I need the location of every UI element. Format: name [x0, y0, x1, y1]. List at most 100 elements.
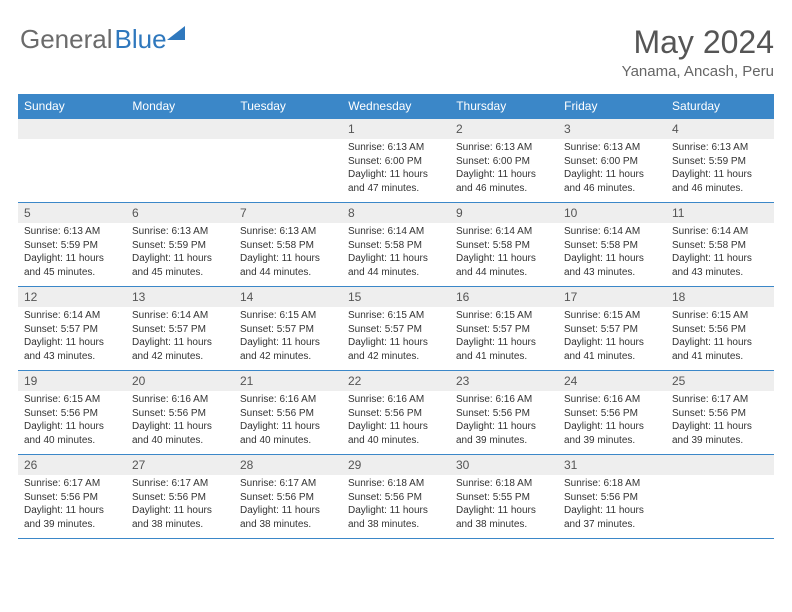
- week-row: 5Sunrise: 6:13 AMSunset: 5:59 PMDaylight…: [18, 203, 774, 287]
- sunrise-text: Sunrise: 6:15 AM: [672, 309, 768, 323]
- sunset-text: Sunset: 5:56 PM: [240, 407, 336, 421]
- sunrise-text: Sunrise: 6:16 AM: [564, 393, 660, 407]
- day-info: Sunrise: 6:14 AMSunset: 5:58 PMDaylight:…: [666, 223, 774, 283]
- sunset-text: Sunset: 5:56 PM: [240, 491, 336, 505]
- sunrise-text: Sunrise: 6:14 AM: [672, 225, 768, 239]
- daylight-text: Daylight: 11 hours and 40 minutes.: [24, 420, 120, 447]
- day-info: Sunrise: 6:13 AMSunset: 6:00 PMDaylight:…: [558, 139, 666, 199]
- daylight-text: Daylight: 11 hours and 47 minutes.: [348, 168, 444, 195]
- day-info: Sunrise: 6:14 AMSunset: 5:58 PMDaylight:…: [342, 223, 450, 283]
- daylight-text: Daylight: 11 hours and 41 minutes.: [672, 336, 768, 363]
- day-info: Sunrise: 6:14 AMSunset: 5:58 PMDaylight:…: [558, 223, 666, 283]
- day-info: Sunrise: 6:13 AMSunset: 5:58 PMDaylight:…: [234, 223, 342, 283]
- sunset-text: Sunset: 5:56 PM: [672, 407, 768, 421]
- logo: GeneralBlue: [18, 24, 189, 55]
- day-cell: 4 Sunrise: 6:13 AMSunset: 5:59 PMDaylight…: [666, 119, 774, 203]
- day-cell: 20Sunrise: 6:16 AMSunset: 5:56 PMDayligh…: [126, 371, 234, 455]
- day-info: Sunrise: 6:15 AMSunset: 5:57 PMDaylight:…: [234, 307, 342, 367]
- sunrise-text: Sunrise: 6:17 AM: [24, 477, 120, 491]
- day-number: 24: [558, 371, 666, 391]
- day-info: Sunrise: 6:13 AMSunset: 6:00 PMDaylight:…: [342, 139, 450, 199]
- sunrise-text: Sunrise: 6:14 AM: [132, 309, 228, 323]
- empty-day: [234, 119, 342, 139]
- day-cell: 14Sunrise: 6:15 AMSunset: 5:57 PMDayligh…: [234, 287, 342, 371]
- sunset-text: Sunset: 6:00 PM: [564, 155, 660, 169]
- day-cell: 9Sunrise: 6:14 AMSunset: 5:58 PMDaylight…: [450, 203, 558, 287]
- day-info: Sunrise: 6:16 AMSunset: 5:56 PMDaylight:…: [234, 391, 342, 451]
- sunrise-text: Sunrise: 6:13 AM: [672, 141, 768, 155]
- sunset-text: Sunset: 5:56 PM: [24, 407, 120, 421]
- daylight-text: Daylight: 11 hours and 46 minutes.: [564, 168, 660, 195]
- sunrise-text: Sunrise: 6:18 AM: [564, 477, 660, 491]
- daylight-text: Daylight: 11 hours and 42 minutes.: [348, 336, 444, 363]
- logo-text-blue: Blue: [115, 24, 167, 55]
- day-cell: 1Sunrise: 6:13 AMSunset: 6:00 PMDaylight…: [342, 119, 450, 203]
- location: Yanama, Ancash, Peru: [622, 63, 774, 80]
- daylight-text: Daylight: 11 hours and 39 minutes.: [564, 420, 660, 447]
- daylight-text: Daylight: 11 hours and 46 minutes.: [672, 168, 768, 195]
- sunset-text: Sunset: 5:57 PM: [564, 323, 660, 337]
- day-number: 2: [450, 119, 558, 139]
- sunrise-text: Sunrise: 6:18 AM: [348, 477, 444, 491]
- daylight-text: Daylight: 11 hours and 38 minutes.: [456, 504, 552, 531]
- day-cell: 13Sunrise: 6:14 AMSunset: 5:57 PMDayligh…: [126, 287, 234, 371]
- header-wednesday: Wednesday: [342, 94, 450, 118]
- day-cell: 12Sunrise: 6:14 AMSunset: 5:57 PMDayligh…: [18, 287, 126, 371]
- empty-day: [126, 119, 234, 139]
- day-cell: 5Sunrise: 6:13 AMSunset: 5:59 PMDaylight…: [18, 203, 126, 287]
- daylight-text: Daylight: 11 hours and 39 minutes.: [24, 504, 120, 531]
- sunrise-text: Sunrise: 6:13 AM: [456, 141, 552, 155]
- day-info: Sunrise: 6:15 AMSunset: 5:57 PMDaylight:…: [450, 307, 558, 367]
- day-number: 21: [234, 371, 342, 391]
- sunset-text: Sunset: 5:56 PM: [348, 491, 444, 505]
- day-cell: 15Sunrise: 6:15 AMSunset: 5:57 PMDayligh…: [342, 287, 450, 371]
- sunset-text: Sunset: 5:59 PM: [672, 155, 768, 169]
- sunrise-text: Sunrise: 6:16 AM: [132, 393, 228, 407]
- sunrise-text: Sunrise: 6:15 AM: [348, 309, 444, 323]
- day-info: Sunrise: 6:17 AMSunset: 5:56 PMDaylight:…: [126, 475, 234, 535]
- sunrise-text: Sunrise: 6:18 AM: [456, 477, 552, 491]
- day-info: Sunrise: 6:14 AMSunset: 5:57 PMDaylight:…: [126, 307, 234, 367]
- sunrise-text: Sunrise: 6:14 AM: [456, 225, 552, 239]
- day-info: Sunrise: 6:18 AMSunset: 5:56 PMDaylight:…: [558, 475, 666, 535]
- daylight-text: Daylight: 11 hours and 43 minutes.: [564, 252, 660, 279]
- daylight-text: Daylight: 11 hours and 46 minutes.: [456, 168, 552, 195]
- daylight-text: Daylight: 11 hours and 44 minutes.: [456, 252, 552, 279]
- week-row: 19Sunrise: 6:15 AMSunset: 5:56 PMDayligh…: [18, 371, 774, 455]
- sunset-text: Sunset: 5:56 PM: [564, 407, 660, 421]
- day-info: Sunrise: 6:16 AMSunset: 5:56 PMDaylight:…: [558, 391, 666, 451]
- week-row: 1Sunrise: 6:13 AMSunset: 6:00 PMDaylight…: [18, 119, 774, 203]
- sunset-text: Sunset: 5:56 PM: [132, 407, 228, 421]
- sunset-text: Sunset: 5:56 PM: [348, 407, 444, 421]
- daylight-text: Daylight: 11 hours and 40 minutes.: [132, 420, 228, 447]
- day-cell: 10Sunrise: 6:14 AMSunset: 5:58 PMDayligh…: [558, 203, 666, 287]
- day-number: 6: [126, 203, 234, 223]
- day-info: Sunrise: 6:15 AMSunset: 5:57 PMDaylight:…: [558, 307, 666, 367]
- day-cell: 23Sunrise: 6:16 AMSunset: 5:56 PMDayligh…: [450, 371, 558, 455]
- day-info: Sunrise: 6:16 AMSunset: 5:56 PMDaylight:…: [450, 391, 558, 451]
- day-number: 30: [450, 455, 558, 475]
- sunset-text: Sunset: 5:56 PM: [24, 491, 120, 505]
- day-cell: 7Sunrise: 6:13 AMSunset: 5:58 PMDaylight…: [234, 203, 342, 287]
- day-number: 4: [666, 119, 774, 139]
- day-number: 7: [234, 203, 342, 223]
- day-info: Sunrise: 6:13 AMSunset: 5:59 PMDaylight:…: [18, 223, 126, 283]
- day-number: 5: [18, 203, 126, 223]
- day-info: Sunrise: 6:16 AMSunset: 5:56 PMDaylight:…: [126, 391, 234, 451]
- sunset-text: Sunset: 5:58 PM: [564, 239, 660, 253]
- week-row: 12Sunrise: 6:14 AMSunset: 5:57 PMDayligh…: [18, 287, 774, 371]
- day-cell: 27Sunrise: 6:17 AMSunset: 5:56 PMDayligh…: [126, 455, 234, 539]
- day-cell: 2Sunrise: 6:13 AMSunset: 6:00 PMDaylight…: [450, 119, 558, 203]
- day-cell: 25Sunrise: 6:17 AMSunset: 5:56 PMDayligh…: [666, 371, 774, 455]
- sunset-text: Sunset: 5:59 PM: [24, 239, 120, 253]
- day-number: 31: [558, 455, 666, 475]
- day-info: Sunrise: 6:17 AMSunset: 5:56 PMDaylight:…: [666, 391, 774, 451]
- sunset-text: Sunset: 5:57 PM: [240, 323, 336, 337]
- weekday-header-row: Sunday Monday Tuesday Wednesday Thursday…: [18, 94, 774, 118]
- day-info: Sunrise: 6:18 AMSunset: 5:56 PMDaylight:…: [342, 475, 450, 535]
- header-sunday: Sunday: [18, 94, 126, 118]
- header: GeneralBlue May 2024 Yanama, Ancash, Per…: [18, 24, 774, 80]
- day-cell: [126, 119, 234, 203]
- sunset-text: Sunset: 5:57 PM: [348, 323, 444, 337]
- logo-text-general: General: [20, 24, 113, 55]
